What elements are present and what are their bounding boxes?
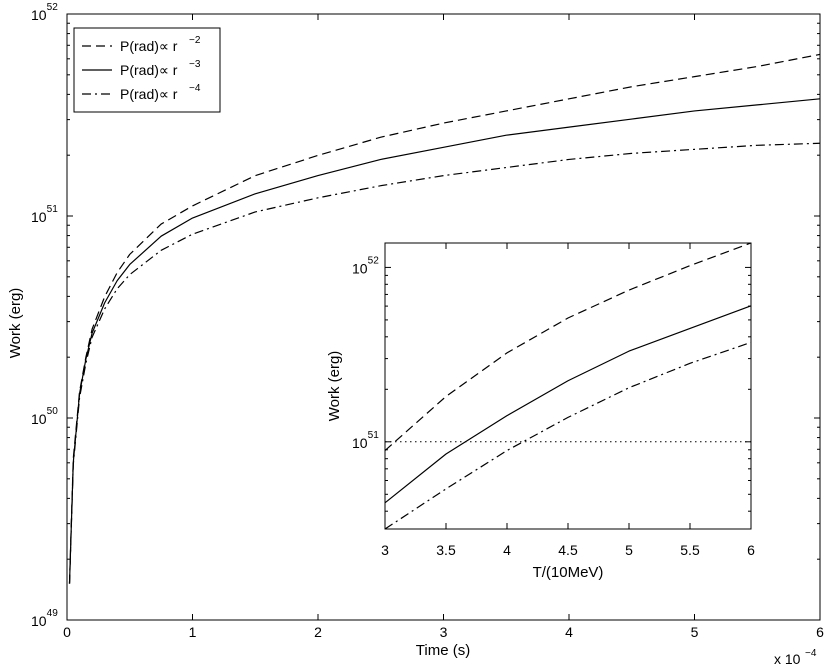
inset-y-tick-label-base: 10 — [352, 435, 368, 451]
legend-label-dashed: P(rad)∝ r — [120, 38, 178, 54]
main-series-group — [68, 53, 821, 584]
inset-x-tick-label: 3 — [381, 542, 389, 558]
legend-exp-solid: −3 — [189, 59, 201, 70]
inset-y-tick-label-base: 10 — [352, 260, 368, 276]
legend-entry-dashed: P(rad)∝ r −2 — [82, 35, 201, 54]
inset-series-dashed — [384, 242, 752, 451]
inset-y-tick-label-exponent: 52 — [368, 255, 380, 266]
inset-x-tick-label: 5.5 — [680, 542, 700, 558]
main-x-tick-label: 0 — [63, 624, 71, 640]
main-y-tick-label-exponent: 49 — [47, 608, 59, 619]
inset-x-tick-label: 3.5 — [436, 542, 456, 558]
inset-x-axis-label: T/(10MeV) — [533, 564, 604, 581]
x-multiplier-base: x 10 — [774, 651, 801, 667]
inset-x-tick-label: 4.5 — [558, 542, 578, 558]
main-x-tick-label: 1 — [189, 624, 197, 640]
main-x-tick-label: 3 — [440, 624, 448, 640]
main-x-tick-label: 4 — [565, 624, 573, 640]
legend: P(rad)∝ r −2 P(rad)∝ r −3 P(rad)∝ r −4 — [73, 27, 221, 113]
inset-y-axis-label: Work (erg) — [326, 351, 343, 422]
inset-y-tick-label-exponent: 51 — [368, 430, 380, 441]
legend-label-solid: P(rad)∝ r — [120, 62, 178, 78]
legend-exp-dashed: −2 — [189, 35, 201, 46]
main-x-tick-label: 6 — [816, 624, 824, 640]
main-y-tick-label-base: 10 — [31, 209, 47, 225]
main-x-tick-label: 2 — [314, 624, 322, 640]
x-multiplier-exponent: −4 — [805, 648, 817, 659]
main-series-solid — [68, 98, 821, 584]
legend-entry-solid: P(rad)∝ r −3 — [82, 59, 201, 78]
legend-exp-dashdot: −4 — [189, 83, 201, 94]
main-y-tick-label-base: 10 — [31, 7, 47, 23]
inset-x-tick-label: 6 — [747, 542, 755, 558]
inset-series-solid — [384, 305, 752, 504]
legend-entry-dashdot: P(rad)∝ r −4 — [82, 83, 201, 102]
main-y-tick-label-exponent: 50 — [47, 406, 59, 417]
inset-x-tick-label: 4 — [503, 542, 511, 558]
main-y-axis-label: Work (erg) — [7, 288, 24, 359]
main-y-tick-label-base: 10 — [31, 613, 47, 629]
main-y-tick-label-exponent: 51 — [47, 204, 59, 215]
main-x-axis-label: Time (s) — [416, 642, 470, 659]
legend-label-dashdot: P(rad)∝ r — [120, 86, 178, 102]
main-y-tick-label-base: 10 — [31, 411, 47, 427]
main-x-tick-label: 5 — [691, 624, 699, 640]
inset-x-tick-label: 5 — [625, 542, 633, 558]
inset-plot-frame — [384, 242, 752, 530]
main-x-multiplier: x 10 −4 — [774, 648, 817, 667]
main-x-axis-ticks: 0 1 2 3 4 5 6 — [63, 14, 824, 640]
inset-series-dashdot — [384, 341, 752, 530]
inset-background — [385, 243, 751, 529]
main-y-tick-label-exponent: 52 — [47, 2, 59, 13]
main-plot-frame — [66, 13, 821, 621]
inset-series-group — [384, 242, 752, 530]
